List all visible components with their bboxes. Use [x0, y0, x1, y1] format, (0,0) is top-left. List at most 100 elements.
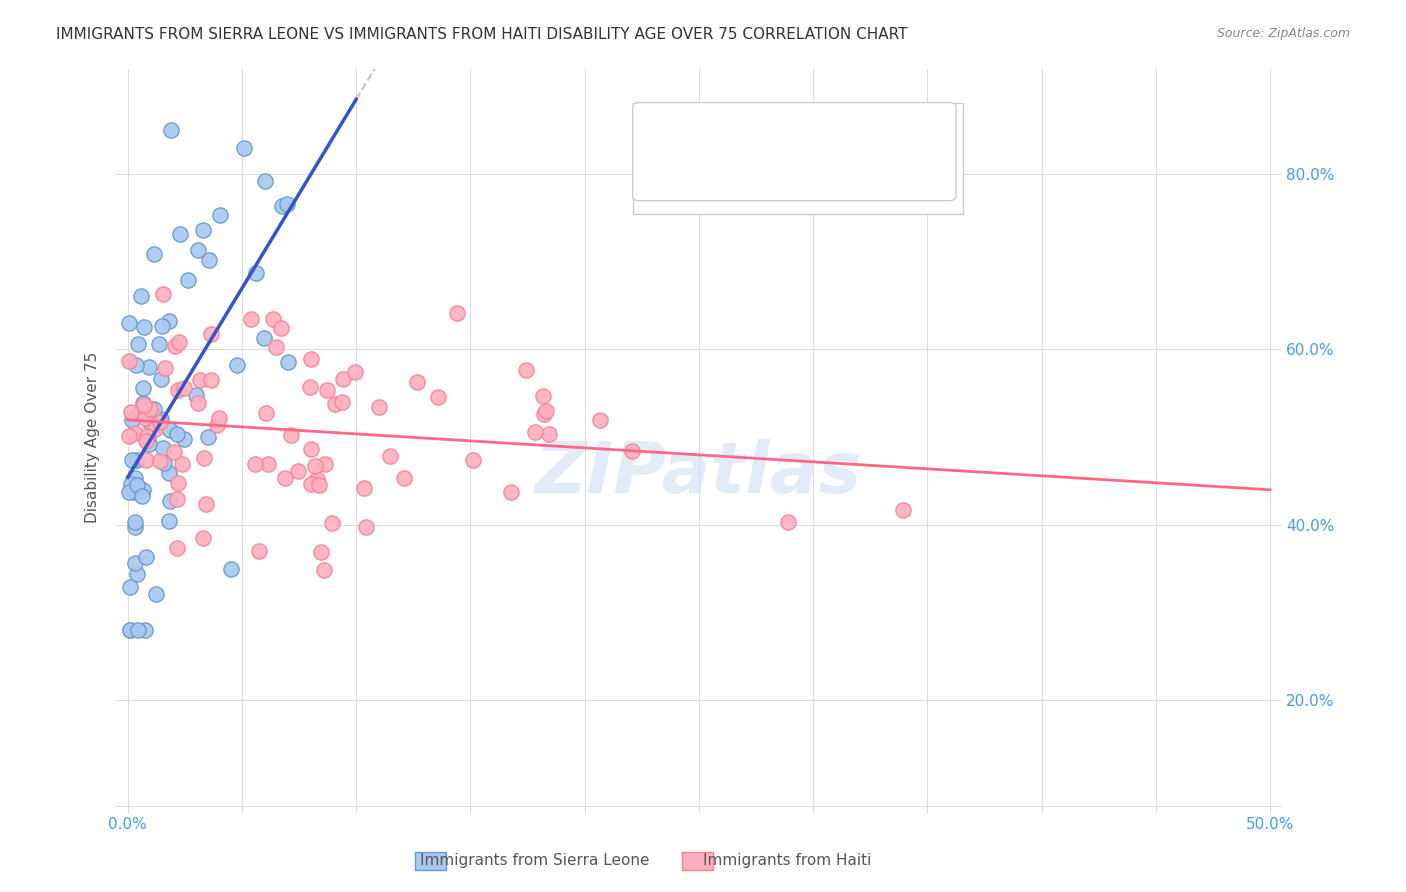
Immigrants from Haiti — [136, 429, 159, 443]
Immigrants from Haiti — [394, 471, 416, 485]
Immigrants from Sierra Leone — [187, 243, 209, 257]
Immigrants from Haiti — [166, 541, 188, 555]
Immigrants from Sierra Leone — [270, 199, 292, 213]
Immigrants from Haiti — [200, 373, 222, 387]
Immigrants from Haiti — [427, 390, 450, 404]
Text: Source: ZipAtlas.com: Source: ZipAtlas.com — [1216, 27, 1350, 40]
Immigrants from Sierra Leone — [135, 549, 157, 564]
Immigrants from Sierra Leone — [127, 337, 149, 351]
Immigrants from Sierra Leone — [118, 484, 141, 499]
Immigrants from Sierra Leone — [117, 316, 139, 330]
Immigrants from Sierra Leone — [118, 580, 141, 594]
Immigrants from Haiti — [531, 389, 554, 403]
Immigrants from Haiti — [135, 453, 157, 467]
Immigrants from Sierra Leone — [134, 320, 156, 334]
Immigrants from Sierra Leone — [143, 401, 166, 416]
Immigrants from Sierra Leone — [131, 289, 153, 303]
Immigrants from Sierra Leone — [124, 520, 146, 534]
Immigrants from Haiti — [200, 327, 222, 342]
Text: Immigrants from Haiti: Immigrants from Haiti — [703, 854, 872, 868]
Immigrants from Haiti — [344, 365, 367, 379]
Immigrants from Haiti — [308, 477, 330, 491]
Immigrants from Haiti — [163, 445, 186, 459]
Text: N =: N = — [778, 118, 835, 136]
Immigrants from Sierra Leone — [121, 453, 143, 467]
Immigrants from Haiti — [134, 411, 156, 425]
Immigrants from Haiti — [367, 401, 389, 415]
Immigrants from Haiti — [406, 375, 429, 389]
Immigrants from Sierra Leone — [252, 331, 274, 345]
Immigrants from Haiti — [143, 422, 166, 436]
Immigrants from Haiti — [330, 395, 353, 409]
Text: R =: R = — [685, 163, 721, 181]
Immigrants from Haiti — [193, 451, 215, 466]
Immigrants from Sierra Leone — [277, 355, 299, 369]
Immigrants from Haiti — [332, 372, 354, 386]
Immigrants from Haiti — [299, 352, 322, 367]
Immigrants from Sierra Leone — [145, 587, 167, 601]
Immigrants from Sierra Leone — [134, 405, 156, 419]
Immigrants from Sierra Leone — [254, 174, 277, 188]
Immigrants from Sierra Leone — [128, 408, 150, 422]
Immigrants from Haiti — [321, 516, 343, 530]
Text: -0.175: -0.175 — [724, 163, 783, 181]
Immigrants from Haiti — [589, 412, 612, 426]
Immigrants from Sierra Leone — [233, 141, 256, 155]
Immigrants from Haiti — [132, 398, 155, 412]
Immigrants from Sierra Leone — [122, 485, 145, 500]
Immigrants from Haiti — [312, 564, 335, 578]
Immigrants from Sierra Leone — [132, 396, 155, 410]
Immigrants from Haiti — [515, 363, 537, 377]
Immigrants from Sierra Leone — [159, 494, 181, 508]
Immigrants from Sierra Leone — [138, 360, 160, 375]
Immigrants from Sierra Leone — [157, 514, 180, 528]
Immigrants from Sierra Leone — [150, 372, 173, 386]
Immigrants from Haiti — [353, 481, 375, 495]
Immigrants from Sierra Leone — [131, 489, 153, 503]
Immigrants from Haiti — [270, 321, 292, 335]
Immigrants from Haiti — [501, 485, 523, 500]
Immigrants from Haiti — [208, 410, 231, 425]
Immigrants from Sierra Leone — [208, 208, 231, 222]
Immigrants from Sierra Leone — [160, 123, 183, 137]
Immigrants from Haiti — [304, 459, 326, 474]
Immigrants from Sierra Leone — [157, 467, 180, 481]
Immigrants from Haiti — [167, 383, 190, 397]
Immigrants from Haiti — [149, 454, 172, 468]
Immigrants from Haiti — [117, 429, 139, 443]
Immigrants from Sierra Leone — [152, 441, 174, 455]
Immigrants from Haiti — [523, 425, 546, 439]
Immigrants from Haiti — [298, 380, 321, 394]
Immigrants from Haiti — [274, 471, 297, 485]
Immigrants from Haiti — [463, 453, 485, 467]
Immigrants from Sierra Leone — [245, 266, 267, 280]
Immigrants from Haiti — [195, 496, 218, 510]
Immigrants from Haiti — [299, 477, 322, 491]
Immigrants from Haiti — [167, 475, 190, 490]
Immigrants from Haiti — [257, 457, 280, 471]
Immigrants from Haiti — [155, 361, 177, 376]
Immigrants from Sierra Leone — [124, 515, 146, 529]
Immigrants from Sierra Leone — [125, 358, 148, 372]
Immigrants from Sierra Leone — [125, 566, 148, 581]
Immigrants from Sierra Leone — [132, 483, 155, 497]
Immigrants from Sierra Leone — [219, 561, 242, 575]
Immigrants from Sierra Leone — [139, 415, 162, 429]
Immigrants from Haiti — [193, 531, 215, 545]
Immigrants from Sierra Leone — [136, 430, 159, 444]
Text: Immigrants from Sierra Leone: Immigrants from Sierra Leone — [419, 854, 650, 868]
Immigrants from Sierra Leone — [120, 477, 142, 491]
Immigrants from Haiti — [239, 311, 262, 326]
Immigrants from Haiti — [166, 491, 188, 506]
Text: N =: N = — [778, 163, 835, 181]
Immigrants from Haiti — [533, 407, 555, 421]
Immigrants from Haiti — [245, 457, 267, 471]
Immigrants from Haiti — [118, 354, 141, 368]
Immigrants from Haiti — [621, 443, 644, 458]
Immigrants from Haiti — [299, 442, 322, 456]
Immigrants from Haiti — [309, 545, 332, 559]
Immigrants from Haiti — [534, 403, 557, 417]
Immigrants from Haiti — [893, 503, 915, 517]
Text: ZIPatlas: ZIPatlas — [536, 440, 862, 508]
Immigrants from Sierra Leone — [193, 222, 215, 236]
